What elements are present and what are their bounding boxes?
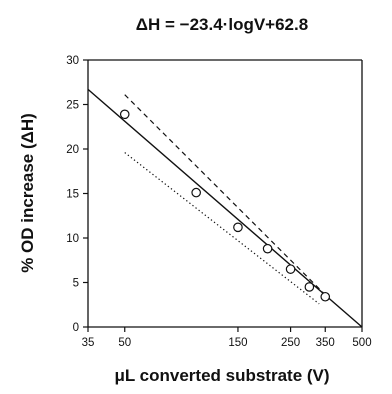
fit-line-solid xyxy=(87,88,363,328)
y-ticks: 0 5 10 15 20 25 30 xyxy=(66,55,88,334)
data-points xyxy=(119,109,331,302)
x-tick-label: 350 xyxy=(316,337,335,349)
y-tick-label: 10 xyxy=(66,233,79,245)
y-tick-label: 30 xyxy=(66,55,79,67)
x-tick-label: 250 xyxy=(281,337,300,349)
y-tick-label: 5 xyxy=(73,278,79,290)
x-tick-label: 35 xyxy=(82,337,95,349)
chart-title: ΔH = −23.4·logV+62.8 xyxy=(136,15,308,34)
y-tick-label: 25 xyxy=(66,100,79,112)
y-axis-label: % OD increase (ΔH) xyxy=(18,113,37,273)
fit-lines xyxy=(87,88,363,328)
x-tick-label: 500 xyxy=(352,337,371,349)
fit-line-dashed xyxy=(124,94,329,299)
data-point xyxy=(304,282,315,292)
data-point xyxy=(262,243,273,254)
data-point xyxy=(320,291,331,302)
x-tick-label: 150 xyxy=(228,337,247,349)
plot-frame xyxy=(87,59,363,328)
data-point xyxy=(285,264,296,274)
x-ticks: 35 50 150 250 350 500 xyxy=(82,327,372,349)
y-tick-label: 0 xyxy=(73,322,79,334)
x-tick-label: 50 xyxy=(118,337,131,349)
data-point xyxy=(233,222,243,233)
fit-line-dotted xyxy=(124,152,320,305)
data-point xyxy=(191,187,201,198)
x-axis-label: μL converted substrate (V) xyxy=(114,366,329,385)
y-tick-label: 15 xyxy=(66,189,79,201)
data-point xyxy=(119,109,130,120)
y-tick-label: 20 xyxy=(66,144,79,156)
